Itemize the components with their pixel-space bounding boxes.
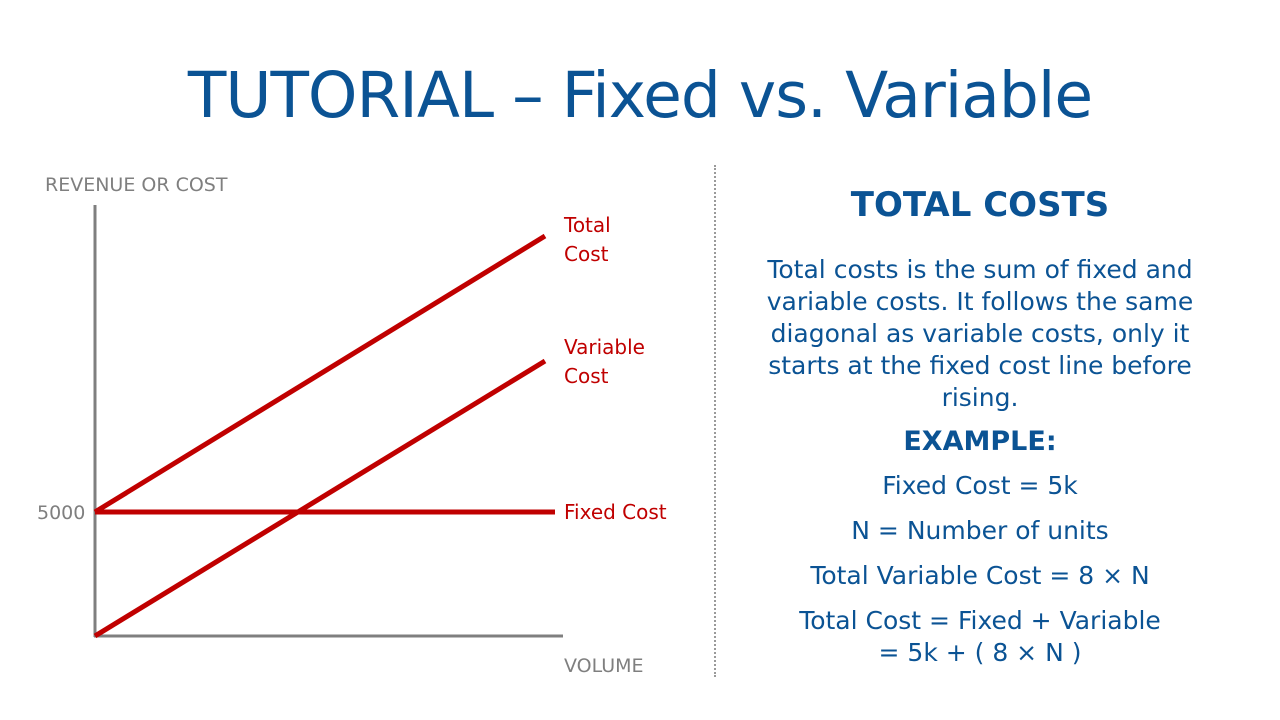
example-heading: EXAMPLE: [903, 426, 1057, 457]
example-line-fixed-cost: Fixed Cost = 5k [882, 471, 1078, 500]
dotted-divider [714, 165, 716, 677]
total-cost-label-line-1: Total [563, 213, 611, 237]
total-cost-label-line-2: Cost [564, 242, 609, 266]
panel-heading: TOTAL COSTS [850, 185, 1110, 225]
y-tick-label: 5000 [37, 502, 85, 524]
panel-body-text: Total costs is the sum of fixed and vari… [766, 255, 1194, 412]
y-axis-label: REVENUE OR COST [45, 174, 228, 196]
slide-title: TUTORIAL – Fixed vs. Variable [187, 59, 1093, 132]
example-line-units: N = Number of units [851, 516, 1109, 545]
explanation-panel: TOTAL COSTS Total costs is the sum of fi… [740, 180, 1220, 668]
total-cost-label: Total Cost [563, 213, 617, 266]
fixed-cost-label: Fixed Cost [564, 500, 667, 524]
variable-cost-label: Variable Cost [564, 335, 651, 388]
cost-diagram: REVENUE OR COST VOLUME 5000 Total Cost V… [37, 174, 667, 677]
example-line-total-cost: Total Cost = Fixed + Variable [799, 606, 1161, 635]
variable-cost-line [93, 358, 547, 639]
variable-cost-label-line-2: Cost [564, 364, 609, 388]
example-line-total-cost-formula: = 5k + ( 8 × N ) [878, 638, 1082, 667]
variable-cost-label-line-1: Variable [564, 335, 645, 359]
example-line-variable-cost: Total Variable Cost = 8 × N [810, 561, 1150, 590]
total-cost-line [93, 233, 547, 515]
x-axis-label: VOLUME [564, 655, 644, 677]
